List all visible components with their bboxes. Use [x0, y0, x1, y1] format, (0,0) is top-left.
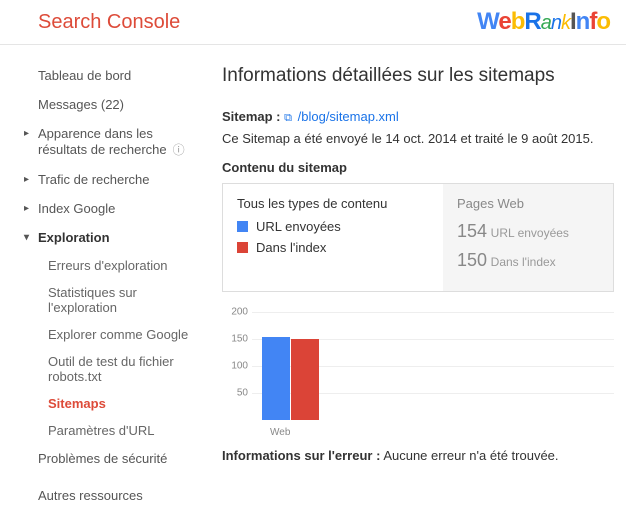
stats-row-sent: 154 URL envoyées: [457, 221, 599, 242]
sidebar-item-dashboard[interactable]: Tableau de bord: [0, 61, 210, 90]
chart-bars: [262, 312, 320, 420]
sitemap-path: /blog/sitemap.xml: [298, 109, 399, 124]
stats-sent-label: URL envoyées: [491, 226, 569, 240]
stats-panel: Pages Web 154 URL envoyées 150 Dans l'in…: [443, 184, 613, 291]
stats-row-indexed: 150 Dans l'index: [457, 250, 599, 271]
legend-swatch-sent: [237, 221, 248, 232]
error-info: Informations sur l'erreur : Aucune erreu…: [222, 448, 614, 463]
sitemap-link[interactable]: ⧉ /blog/sitemap.xml: [284, 109, 399, 124]
sidebar-sub-params[interactable]: Paramètres d'URL: [0, 417, 210, 444]
app-title: Search Console: [38, 11, 180, 34]
legend-label-indexed: Dans l'index: [256, 240, 326, 255]
sidebar-item-traffic[interactable]: Trafic de recherche: [0, 165, 210, 194]
sidebar-item-security[interactable]: Problèmes de sécurité: [0, 444, 210, 473]
sitemap-label: Sitemap :: [222, 109, 281, 124]
legend-title: Tous les types de contenu: [237, 196, 429, 211]
chart-y-tick: 150: [222, 334, 248, 345]
sidebar-item-exploration[interactable]: Exploration: [0, 223, 210, 252]
stats-indexed-value: 150: [457, 250, 487, 270]
chart-y-tick: 50: [222, 388, 248, 399]
stats-indexed-label: Dans l'index: [491, 255, 556, 269]
brand-logo: WebRankInfo: [477, 8, 610, 36]
legend-row-sent: URL envoyées: [237, 219, 429, 234]
legend-panel: Tous les types de contenu URL envoyées D…: [223, 184, 443, 291]
legend-swatch-indexed: [237, 242, 248, 253]
chart-y-tick: 200: [222, 307, 248, 318]
content-summary-box: Tous les types de contenu URL envoyées D…: [222, 183, 614, 292]
stats-sent-value: 154: [457, 221, 487, 241]
sitemap-info-text: Ce Sitemap a été envoyé le 14 oct. 2014 …: [222, 131, 614, 146]
sitemap-line: Sitemap : ⧉ /blog/sitemap.xml: [222, 109, 614, 125]
sidebar-sub-sitemaps[interactable]: Sitemaps: [0, 390, 210, 417]
header: Search Console WebRankInfo: [0, 0, 626, 45]
error-text: Aucune erreur n'a été trouvée.: [383, 448, 558, 463]
sidebar-item-other[interactable]: Autres ressources: [0, 481, 210, 510]
main-content: Informations détaillées sur les sitemaps…: [210, 45, 626, 526]
chart-x-label: Web: [270, 427, 290, 438]
bar-chart: Web 200 150 100 50: [222, 308, 614, 438]
sidebar-sub-robots[interactable]: Outil de test du fichier robots.txt: [0, 348, 210, 390]
legend-label-sent: URL envoyées: [256, 219, 341, 234]
legend-row-indexed: Dans l'index: [237, 240, 429, 255]
sidebar-item-index[interactable]: Index Google: [0, 194, 210, 223]
sidebar-item-messages[interactable]: Messages (22): [0, 90, 210, 119]
error-label: Informations sur l'erreur :: [222, 448, 380, 463]
sidebar-sub-errors[interactable]: Erreurs d'exploration: [0, 252, 210, 279]
page-title: Informations détaillées sur les sitemaps: [222, 65, 614, 87]
external-link-icon: ⧉: [284, 112, 292, 124]
stats-title: Pages Web: [457, 196, 599, 211]
sidebar-item-appearance[interactable]: Apparence dans les résultats de recherch…: [0, 119, 210, 165]
chart-bar: [291, 339, 319, 420]
sidebar-sub-stats[interactable]: Statistiques sur l'exploration: [0, 279, 210, 321]
sidebar: Tableau de bord Messages (22) Apparence …: [0, 45, 210, 526]
chart-bar: [262, 337, 290, 420]
chart-y-tick: 100: [222, 361, 248, 372]
sidebar-sub-fetch[interactable]: Explorer comme Google: [0, 321, 210, 348]
section-title: Contenu du sitemap: [222, 160, 614, 175]
